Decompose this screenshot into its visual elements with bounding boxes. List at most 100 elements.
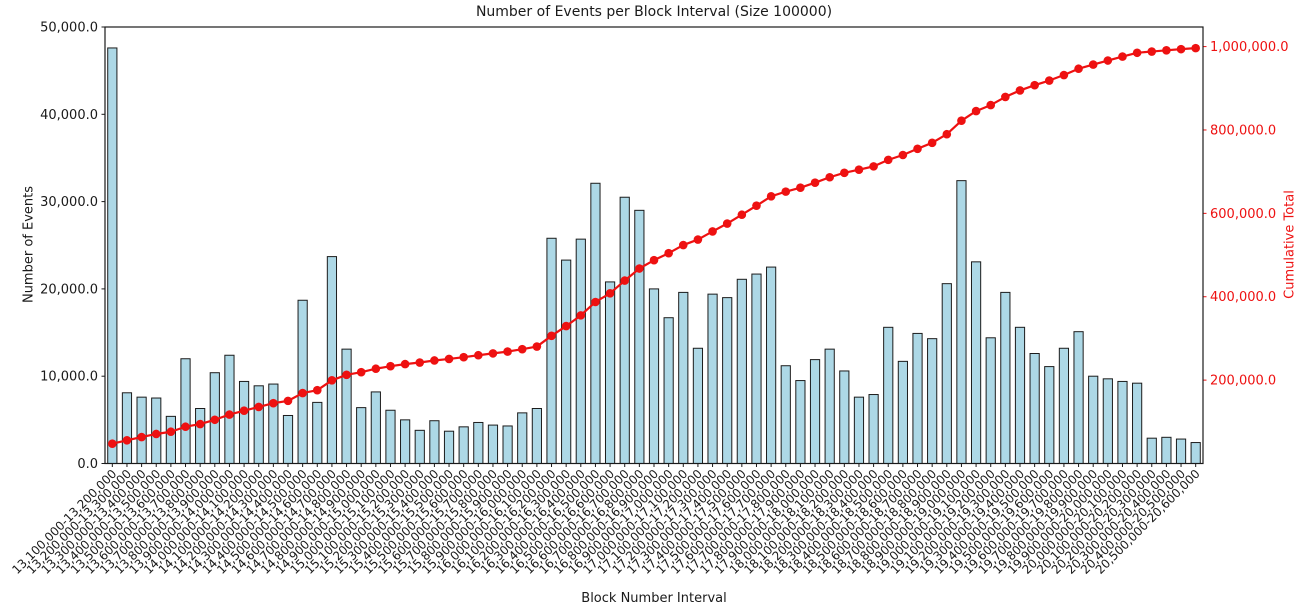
event-bar (341, 348, 352, 464)
event-bar (238, 380, 250, 464)
cumulative-dot (1176, 44, 1186, 54)
event-bar (224, 354, 235, 464)
event-bar (1161, 436, 1172, 464)
event-bar (619, 196, 630, 465)
event-bar (546, 237, 557, 464)
cumulative-dot (1103, 56, 1113, 65)
event-bar (1058, 347, 1070, 465)
cumulative-dot (356, 367, 366, 377)
cumulative-dot (942, 129, 952, 139)
cumulative-dot (620, 276, 630, 285)
right-y-tick-label: 600,000.0 (1210, 207, 1276, 222)
cumulative-dot (796, 183, 805, 192)
event-bar (692, 347, 704, 465)
cumulative-dot (342, 370, 351, 380)
event-bar (707, 293, 718, 464)
right-y-tick-label: 400,000.0 (1210, 290, 1276, 305)
right-y-axis-title: Cumulative Total (1282, 190, 1298, 299)
cumulative-dot (444, 354, 454, 364)
event-bar (531, 408, 542, 465)
event-bar (473, 421, 484, 464)
event-bar (722, 297, 733, 464)
event-bar (517, 412, 528, 464)
cumulative-dot (561, 321, 571, 331)
cumulative-dot (840, 168, 849, 178)
cumulative-dot (474, 350, 483, 360)
cumulative-dot (122, 435, 132, 445)
left-y-tick-label: 30,000.0 (40, 195, 98, 210)
cumulative-dot (517, 344, 527, 354)
cumulative-dot (766, 192, 776, 201)
cumulative-dot (1147, 47, 1157, 56)
cumulative-dot (781, 187, 791, 196)
cumulative-dot (854, 165, 864, 174)
cumulative-dot (283, 396, 293, 406)
event-bar (326, 256, 338, 464)
event-bar (458, 426, 469, 465)
cumulative-dot (430, 356, 439, 365)
cumulative-dot (678, 240, 688, 250)
cumulative-dot (503, 347, 512, 356)
event-bar (1029, 353, 1040, 465)
event-bar (561, 259, 572, 464)
event-bar (1088, 375, 1099, 465)
cumulative-dot (298, 388, 307, 398)
cumulative-dot (312, 385, 322, 395)
event-bar (297, 299, 308, 464)
left-y-axis-title: Number of Events (21, 185, 37, 304)
event-bar (1102, 378, 1113, 464)
event-bar (766, 266, 777, 465)
event-bar (590, 182, 601, 464)
cumulative-dot (415, 358, 425, 367)
cumulative-dot (1044, 76, 1054, 85)
cumulative-dot (1059, 70, 1069, 80)
cumulative-dot (1015, 86, 1025, 95)
cumulative-dot (210, 415, 220, 425)
cumulative-dot (1191, 43, 1200, 53)
event-bar (1073, 331, 1084, 464)
event-bar (809, 359, 821, 465)
event-bar (443, 430, 455, 465)
event-bar (268, 383, 279, 465)
cumulative-dot (635, 264, 644, 273)
event-bar (1117, 380, 1128, 464)
event-bar (136, 396, 147, 465)
left-y-tick-label: 20,000.0 (40, 282, 98, 297)
cumulative-dot (957, 116, 966, 126)
cumulative-dot (649, 255, 659, 265)
cumulative-dot (459, 352, 468, 362)
event-bar (736, 278, 747, 464)
cumulative-dot (327, 375, 337, 385)
event-bar (575, 238, 586, 464)
event-bar (634, 209, 645, 464)
event-bar (853, 396, 865, 465)
event-bar (165, 415, 176, 464)
event-bar (312, 401, 323, 465)
left-y-tick-label: 40,000.0 (40, 108, 98, 123)
cumulative-dot (400, 359, 410, 369)
left-y-tick-label: 0.0 (77, 457, 98, 472)
cumulative-dot (971, 106, 981, 116)
event-bar (985, 337, 996, 464)
cumulative-dot (386, 361, 395, 371)
event-bar (487, 424, 499, 465)
cumulative-dot (166, 427, 176, 437)
axes-frame (104, 26, 1204, 465)
cumulative-dot (664, 248, 673, 258)
cumulative-dot (225, 410, 234, 419)
event-bar (956, 180, 967, 464)
cumulative-dot (488, 349, 498, 358)
event-bar (1132, 382, 1143, 464)
cumulative-dot (1074, 64, 1083, 74)
cumulative-dot (898, 150, 908, 160)
cumulative-dot (151, 429, 161, 439)
cumulative-dot (708, 227, 717, 236)
left-y-tick-label: 50,000.0 (40, 21, 98, 36)
cumulative-dot (1001, 92, 1010, 102)
cumulative-dot (1030, 80, 1039, 90)
event-bar (824, 348, 835, 464)
cumulative-dot (254, 402, 264, 412)
event-bar (927, 338, 938, 465)
cumulative-dot (605, 289, 615, 298)
event-bar (751, 273, 762, 464)
